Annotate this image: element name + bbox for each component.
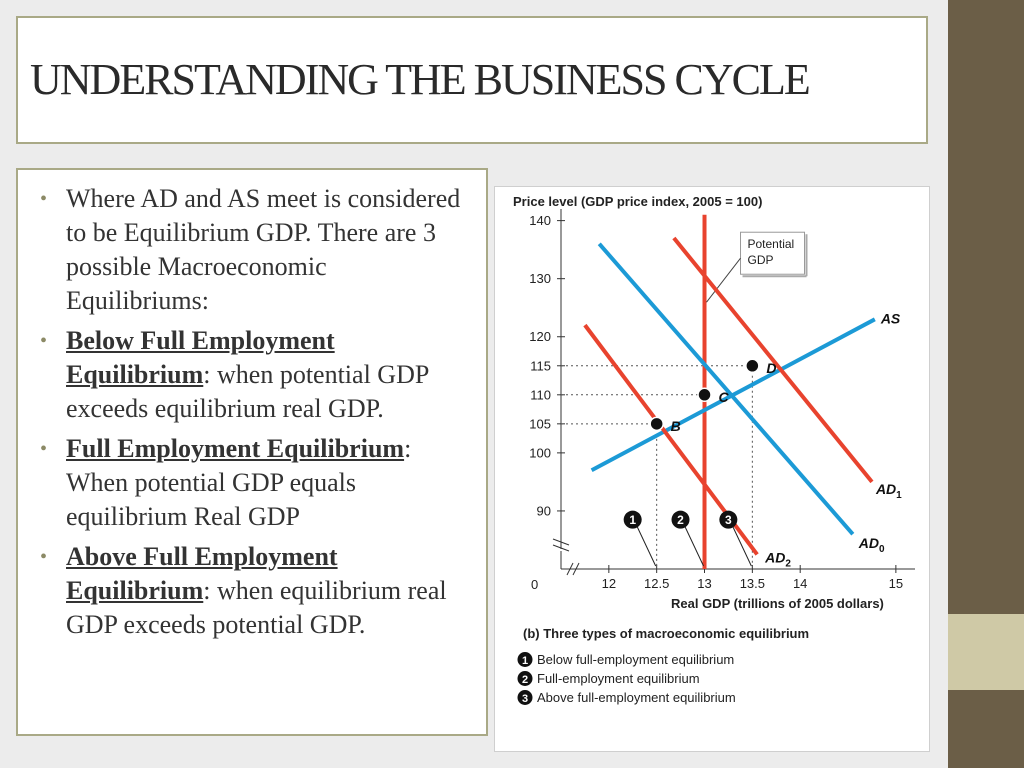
marker-badge-label-2: 2: [677, 513, 684, 527]
x-tick-label: 13.5: [740, 576, 765, 591]
legend-badge-label-1: 1: [522, 655, 528, 667]
bullet-list: • Where AD and AS meet is considered to …: [40, 182, 476, 648]
x-tick-label: 12.5: [644, 576, 669, 591]
origin-label: 0: [531, 577, 538, 592]
equilibrium-point-c: [697, 387, 712, 403]
title-box: UNDERSTANDING THE BUSINESS CYCLE: [16, 16, 928, 144]
y-tick-label: 120: [529, 329, 551, 344]
y-tick-label: 130: [529, 271, 551, 286]
bullet-dot-icon: •: [40, 188, 48, 210]
y-tick-label: 90: [537, 503, 551, 518]
right-bar-accent: [948, 614, 1024, 690]
curve-label-as: AS: [880, 310, 901, 326]
marker-badge-label-1: 1: [629, 513, 636, 527]
equilibrium-chart: Price level (GDP price index, 2005 = 100…: [513, 194, 915, 705]
bullet-lead: Above Full Employment Equilibrium: [66, 542, 338, 605]
x-axis-break-mark: [572, 562, 580, 576]
y-tick-label: 140: [529, 213, 551, 228]
marker-pointer-line: [731, 525, 752, 567]
marker-badge-label-3: 3: [725, 513, 732, 527]
x-tick-label: 13: [697, 576, 711, 591]
y-tick-label: 115: [530, 358, 551, 373]
legend-badge-1: [517, 652, 533, 667]
y-tick-label: 100: [529, 445, 551, 460]
bullet-text: : when equilibrium real GDP exceeds pote…: [66, 576, 447, 639]
bullet-dot-icon: •: [40, 546, 48, 568]
x-axis-label: Real GDP (trillions of 2005 dollars): [671, 596, 884, 611]
chart-caption: (b) Three types of macroeconomic equilib…: [523, 626, 809, 641]
equilibrium-label-d: D: [766, 360, 776, 376]
potential-gdp-pointer: [706, 257, 741, 303]
bullet-lead: Below Full Employment Equilibrium: [66, 326, 335, 389]
legend-badge-3: [517, 690, 533, 705]
bullet-text: : When potential GDP equals equilibrium …: [66, 434, 412, 531]
x-axis-break-mark: [566, 562, 574, 576]
equilibrium-point-d: [745, 358, 760, 374]
x-tick-label: 15: [889, 576, 903, 591]
bullet-dot-icon: •: [40, 438, 48, 460]
marker-pointer-line: [684, 525, 704, 567]
legend-item-text: Full-employment equilibrium: [537, 671, 700, 686]
bullet-item: • Full Employment Equilibrium: When pote…: [40, 432, 476, 534]
slide-title: UNDERSTANDING THE BUSINESS CYCLE: [30, 55, 811, 104]
equilibrium-label-c: C: [719, 389, 730, 405]
legend-badge-label-2: 2: [522, 674, 528, 686]
legend-item-text: Below full-employment equilibrium: [537, 652, 734, 667]
bullet-lead: Full Employment Equilibrium: [66, 434, 405, 463]
potential-gdp-label: Potential: [748, 237, 795, 251]
y-axis-label: Price level (GDP price index, 2005 = 100…: [513, 194, 762, 209]
curve-label-ad0: AD0: [858, 535, 885, 555]
chart-panel: Price level (GDP price index, 2005 = 100…: [494, 186, 930, 752]
legend-badge-2: [517, 671, 533, 686]
bullet-text-box: • Where AD and AS meet is considered to …: [16, 168, 488, 736]
marker-badge-1: [623, 510, 642, 529]
y-tick-label: 105: [529, 416, 551, 431]
bullet-text: : when potential GDP exceeds equilibrium…: [66, 360, 429, 423]
equilibrium-point-b: [649, 416, 664, 432]
x-tick-label: 12: [602, 576, 616, 591]
potential-gdp-label-box: [740, 231, 806, 275]
curve-ad1: [672, 236, 874, 484]
x-tick-label: 14: [793, 576, 807, 591]
bullet-text: Where AD and AS meet is considered to be…: [66, 184, 461, 315]
marker-badge-2: [671, 510, 690, 529]
legend: 1 Below full-employment equilibrium 2 Full-…: [517, 652, 736, 705]
bullet-item: • Where AD and AS meet is considered to …: [40, 182, 476, 318]
y-tick-label: 110: [530, 387, 551, 402]
curve-ad0: [597, 242, 855, 536]
marker-pointer-line: [636, 525, 657, 567]
bullet-item: • Above Full Employment Equilibrium: whe…: [40, 540, 476, 642]
equilibrium-label-b: B: [671, 418, 681, 434]
curve-label-ad1: AD1: [875, 481, 902, 501]
y-axis-break-mark: [552, 538, 570, 546]
legend-badge-label-3: 3: [522, 693, 528, 705]
potential-gdp-label: GDP: [748, 253, 774, 267]
bullet-item: • Below Full Employment Equilibrium: whe…: [40, 324, 476, 426]
y-axis-break-mark: [552, 544, 570, 552]
bullet-dot-icon: •: [40, 330, 48, 352]
legend-item-text: Above full-employment equilibrium: [537, 690, 736, 705]
marker-badge-3: [719, 510, 738, 529]
curve-label-ad2: AD2: [764, 549, 791, 569]
